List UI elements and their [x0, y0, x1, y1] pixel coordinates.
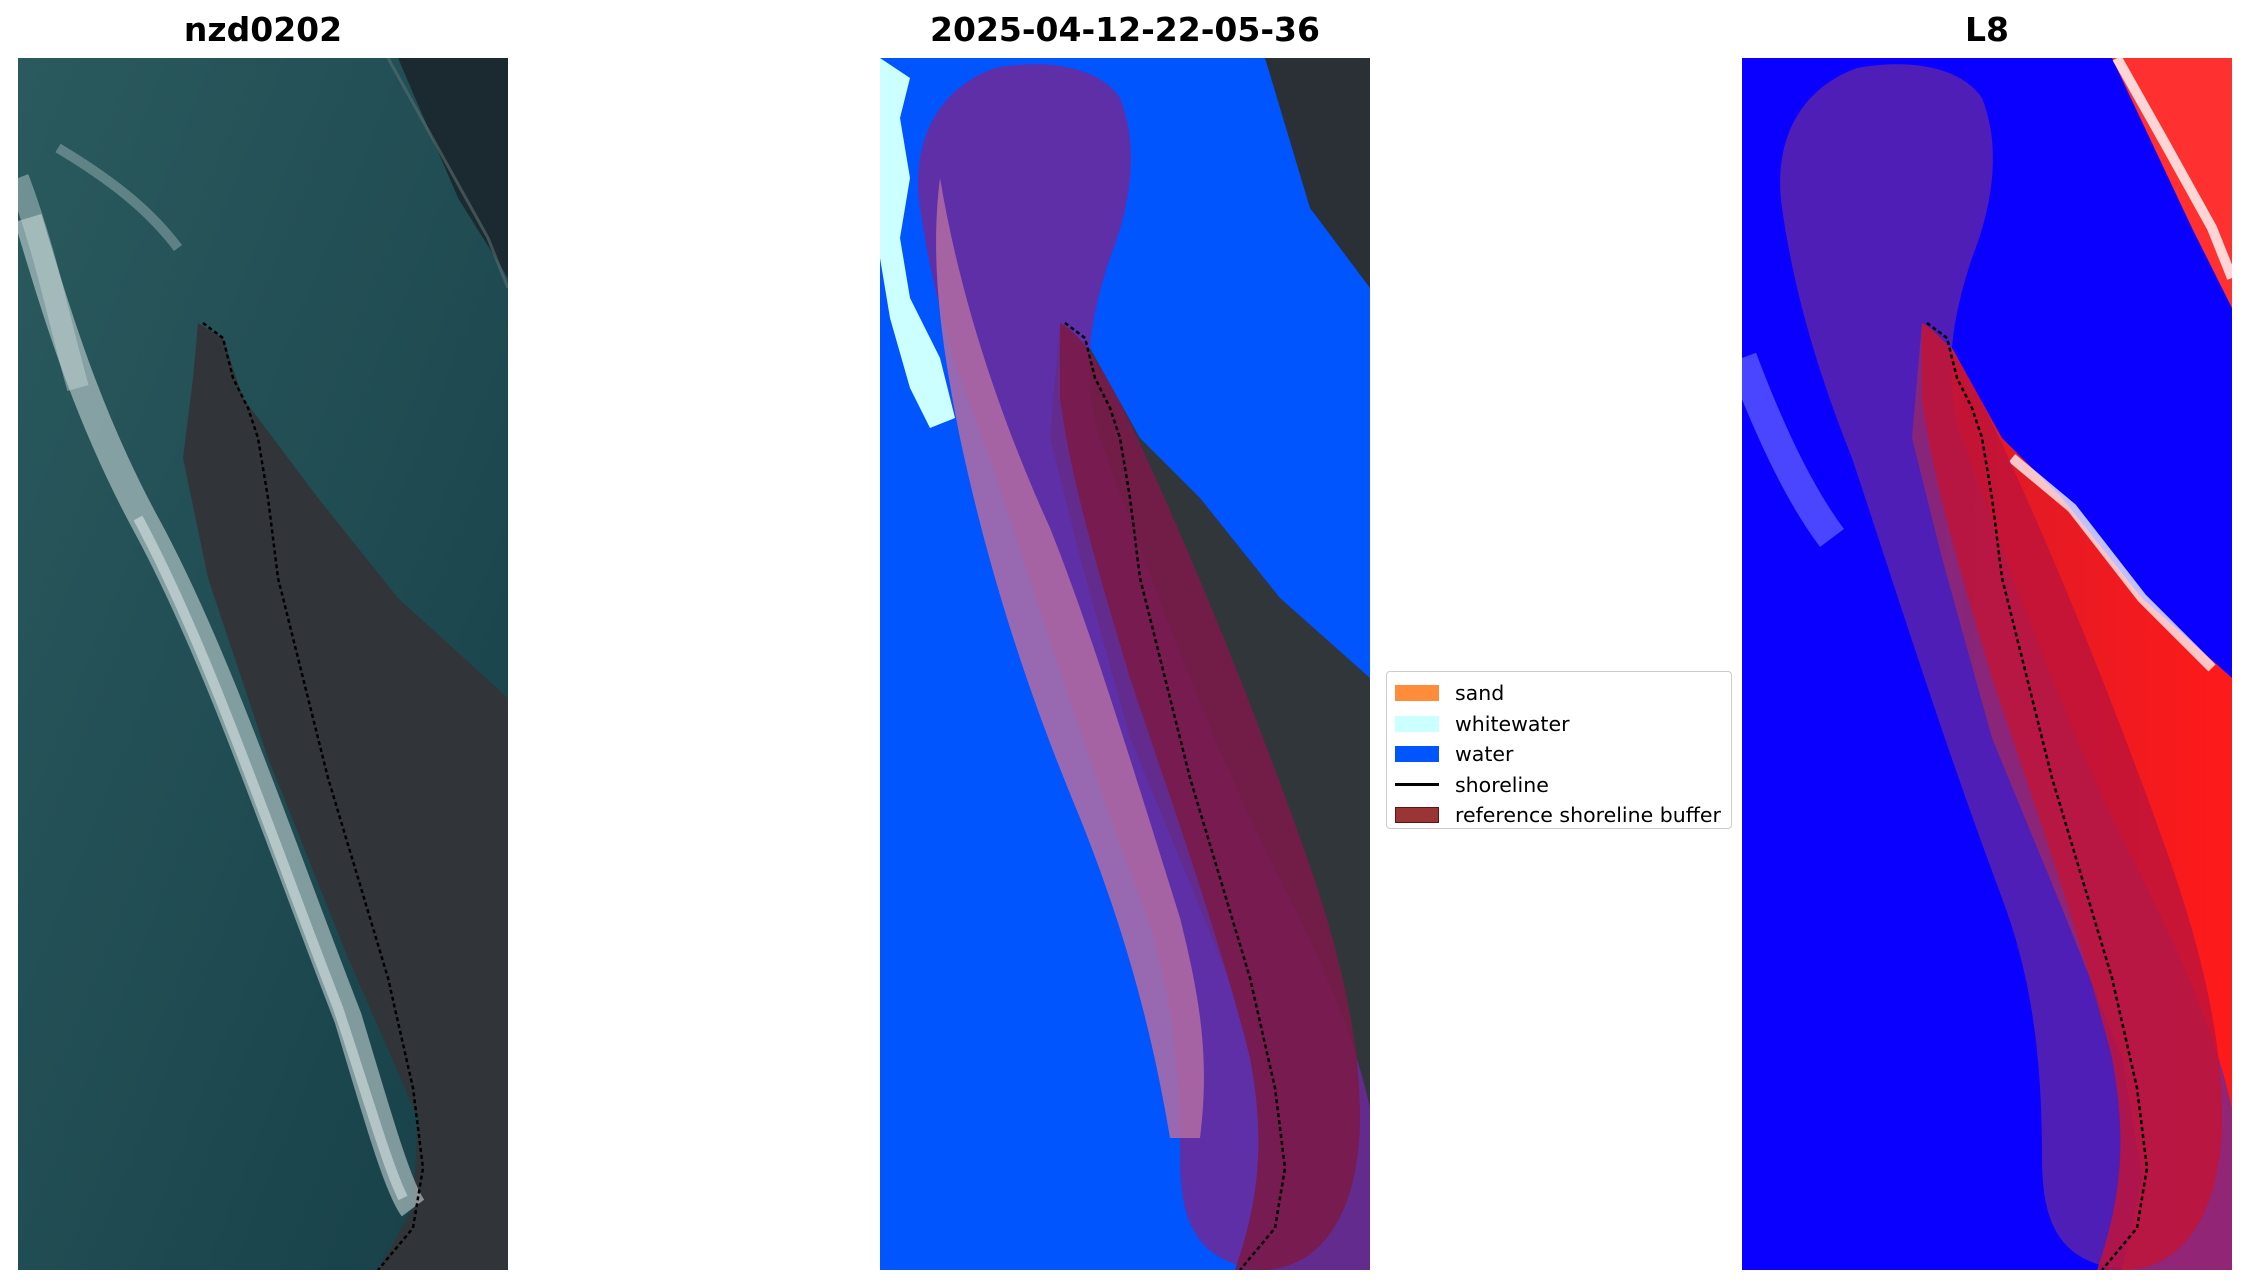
whitewater-swatch: [1395, 715, 1439, 732]
legend-item-water: water: [1395, 739, 1723, 770]
classified-image: [880, 58, 1370, 1270]
reference-buffer-swatch: [1395, 807, 1439, 824]
legend-label: whitewater: [1455, 711, 1570, 736]
legend-label: sand: [1455, 681, 1505, 706]
legend-item-whitewater: whitewater: [1395, 709, 1723, 740]
legend-item-shoreline: shoreline: [1395, 770, 1723, 801]
classified-image-panel: [880, 58, 1370, 1270]
shoreline-swatch: [1395, 783, 1439, 787]
rgb-image-panel: [18, 58, 508, 1270]
legend-label: water: [1455, 742, 1514, 767]
panel-title-index: L8: [1965, 10, 2009, 49]
legend: sand whitewater water shoreline referenc…: [1386, 671, 1732, 829]
legend-label: reference shoreline buffer: [1455, 803, 1721, 828]
legend-item-sand: sand: [1395, 678, 1723, 709]
legend-item-reference-buffer: reference shoreline buffer: [1395, 800, 1723, 831]
sand-swatch: [1395, 685, 1439, 702]
index-image: [1742, 58, 2232, 1270]
panel-title-classified: 2025-04-12-22-05-36: [930, 10, 1320, 49]
rgb-image: [18, 58, 508, 1270]
panel-title-rgb: nzd0202: [183, 10, 343, 49]
water-swatch: [1395, 746, 1439, 763]
legend-label: shoreline: [1455, 772, 1549, 797]
index-image-panel: [1742, 58, 2232, 1270]
